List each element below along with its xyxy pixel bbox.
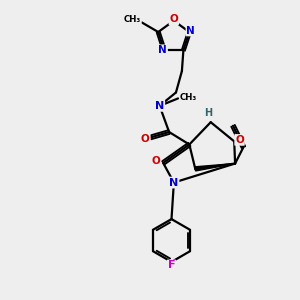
Text: N: N [169, 178, 178, 188]
Text: H: H [204, 108, 212, 118]
Polygon shape [195, 164, 235, 171]
Text: CH₃: CH₃ [124, 15, 141, 24]
Text: O: O [152, 156, 161, 166]
Text: N: N [158, 45, 167, 55]
Text: CH₃: CH₃ [180, 93, 197, 102]
Text: O: O [141, 134, 150, 144]
Text: F: F [168, 260, 175, 271]
Text: N: N [155, 101, 164, 111]
Text: O: O [235, 135, 244, 145]
Text: N: N [186, 26, 195, 35]
Text: O: O [169, 14, 178, 24]
